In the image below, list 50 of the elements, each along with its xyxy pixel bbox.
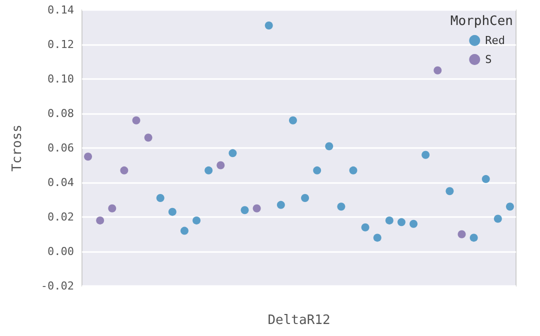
- point: [422, 150, 430, 159]
- point: [385, 216, 394, 224]
- point: [325, 142, 334, 150]
- point: [434, 66, 442, 74]
- point: [264, 22, 273, 30]
- point: [482, 175, 490, 184]
- point: [410, 220, 418, 228]
- point: [337, 202, 346, 211]
- point: [361, 223, 370, 232]
- legend-label: Red: [485, 34, 506, 47]
- y-tick-label: 0.02: [48, 210, 74, 224]
- point: [84, 152, 92, 161]
- point: [204, 166, 213, 174]
- point: [470, 234, 478, 242]
- point: [156, 194, 164, 202]
- point: [446, 187, 454, 196]
- point: [313, 166, 322, 174]
- point: [506, 202, 514, 211]
- point: [252, 204, 261, 212]
- y-tick-label: 0.10: [48, 72, 74, 86]
- point: [108, 204, 116, 212]
- legend-title: MorphCen: [450, 14, 514, 29]
- point: [132, 116, 140, 124]
- point: [349, 166, 358, 174]
- point: [144, 134, 152, 142]
- point: [168, 208, 176, 216]
- y-tick-label: 0.06: [48, 142, 74, 154]
- point: [180, 226, 188, 235]
- point: [216, 161, 225, 170]
- y-tick-label: 0.08: [48, 107, 74, 120]
- y-tick-label: 0.04: [48, 176, 74, 189]
- point: [228, 149, 237, 158]
- point: [240, 206, 249, 214]
- point: [301, 194, 310, 202]
- x-axis-title: DeltaR12: [268, 313, 330, 328]
- point: [397, 218, 406, 226]
- y-tick-label: 0.12: [48, 38, 74, 51]
- point: [96, 216, 104, 224]
- y-tick-label: 0.00: [48, 245, 74, 258]
- point: [288, 116, 297, 124]
- point: [494, 214, 502, 223]
- point: [276, 200, 285, 209]
- y-tick-label: -0.02: [40, 280, 74, 292]
- y-tick-label: 0.14: [48, 4, 74, 16]
- y-axis-title: Tcross: [10, 124, 25, 172]
- point: [192, 216, 201, 224]
- legend-label: S: [485, 53, 492, 66]
- point: [120, 166, 128, 174]
- point: [373, 234, 382, 242]
- point: [458, 230, 466, 238]
